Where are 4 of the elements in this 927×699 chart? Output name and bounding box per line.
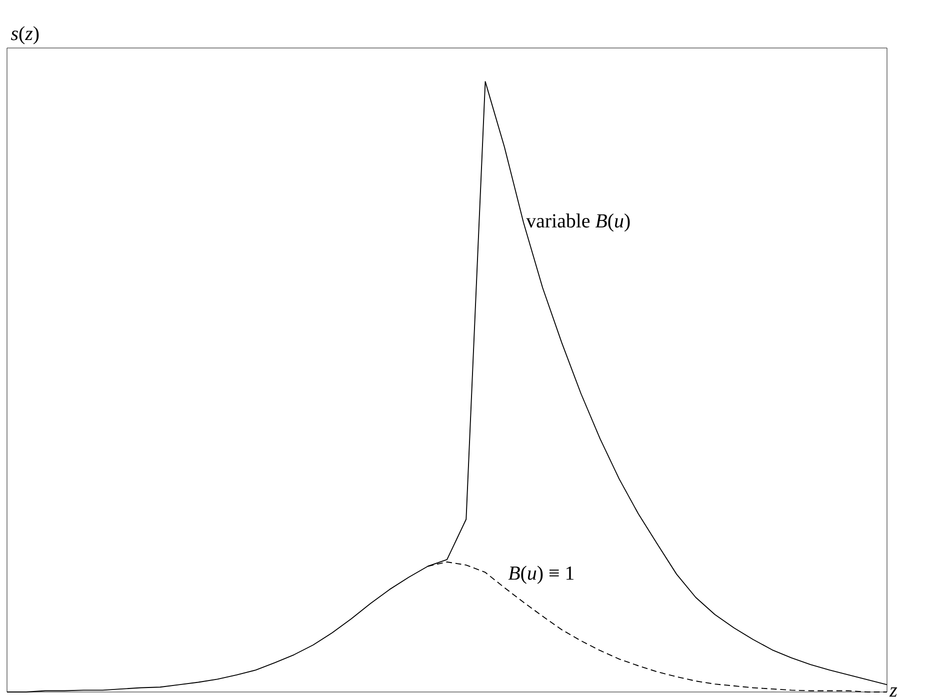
series-label: variable B(u)	[526, 214, 630, 232]
x-axis-title: z	[889, 687, 898, 697]
y-axis-title: s(z)	[10, 26, 39, 44]
series-label: B(u) ≡ 1	[508, 566, 574, 584]
